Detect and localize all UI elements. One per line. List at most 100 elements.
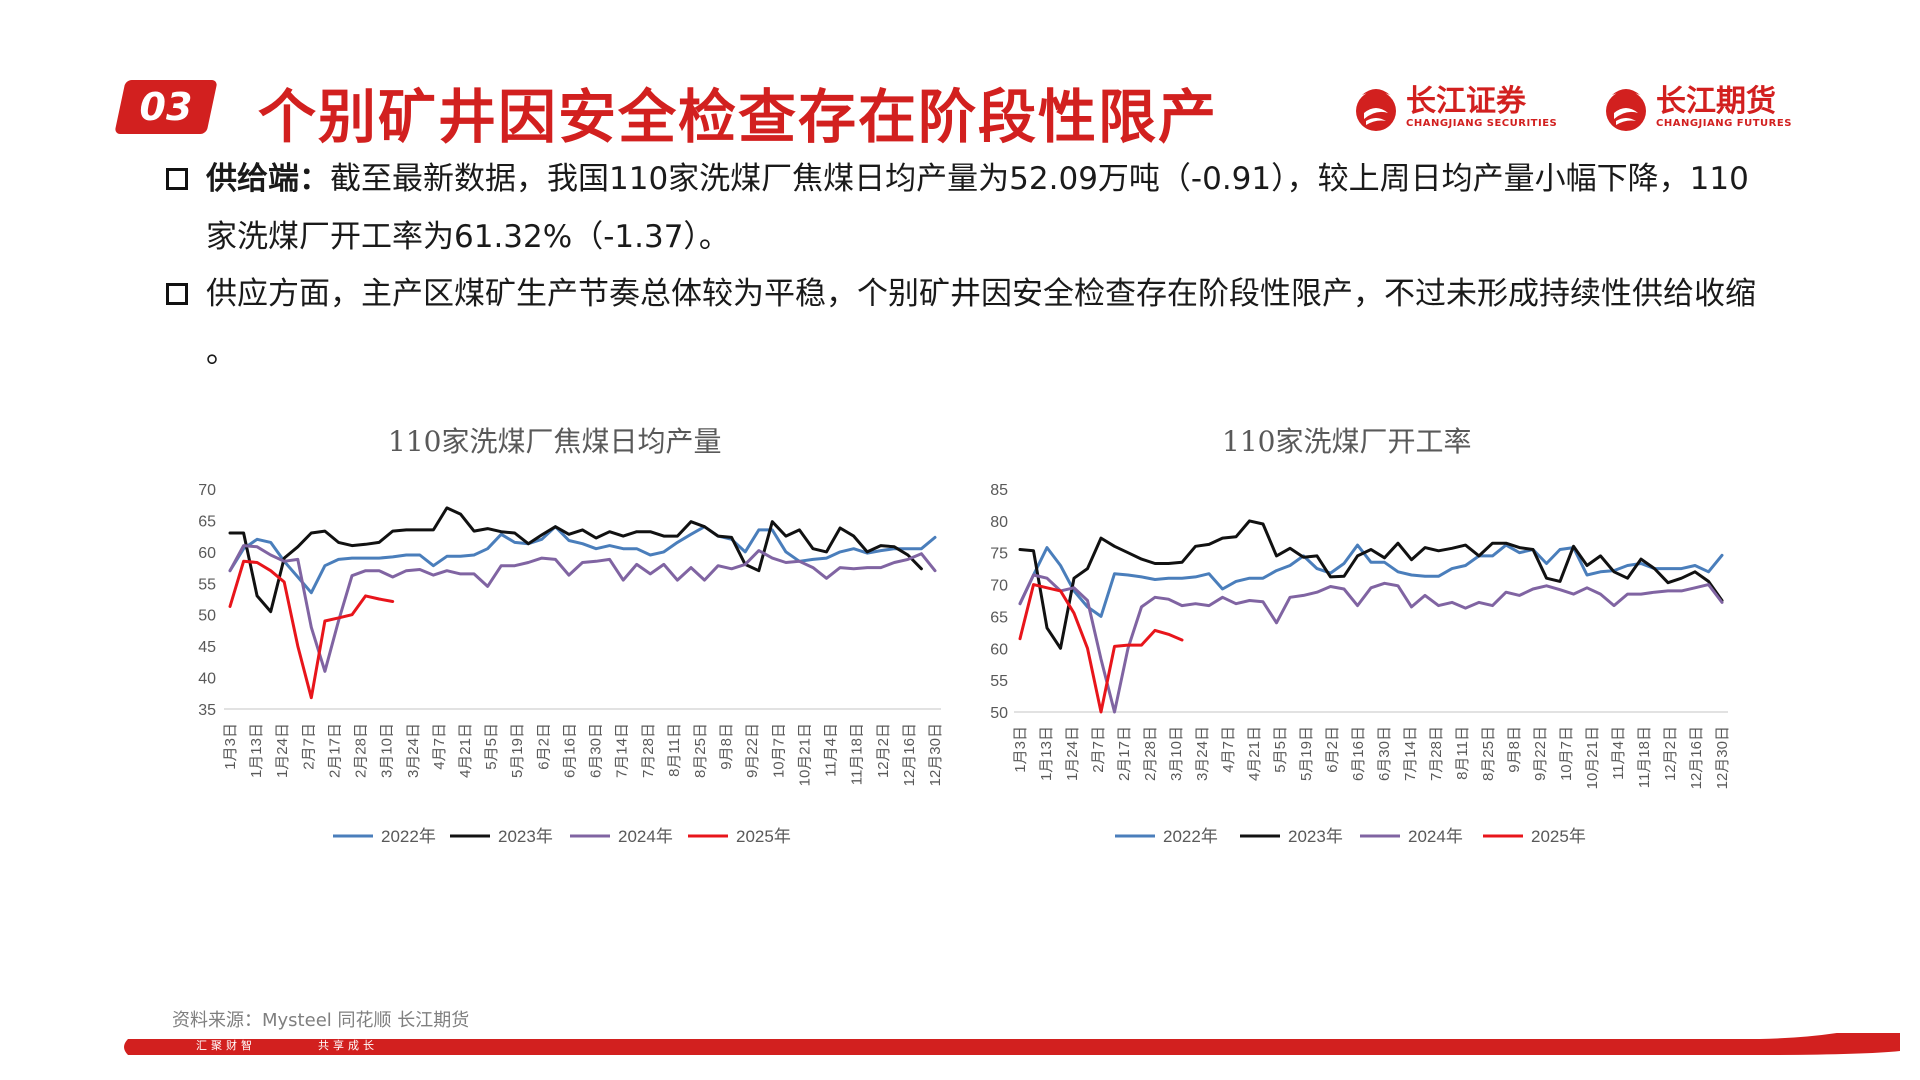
series-line-2023年 <box>1018 519 1724 650</box>
y-tick-label: 35 <box>198 702 216 719</box>
x-tick-label: 5月19日 <box>1298 726 1315 781</box>
changjiang-securities-logo: 长江证券 CHANGJIANG SECURITIES <box>1352 78 1557 136</box>
x-tick-label: 1月24日 <box>274 723 291 778</box>
y-tick-label: 40 <box>198 671 216 688</box>
bullet-supply: 供给端：截至最新数据，我国110家洗煤厂焦煤日均产量为52.09万吨（-0.91… <box>166 150 1826 266</box>
x-tick-label: 8月25日 <box>692 723 709 778</box>
logo-en: CHANGJIANG SECURITIES <box>1406 117 1558 129</box>
x-tick-label: 11月18日 <box>1636 726 1653 788</box>
y-tick-label: 80 <box>990 514 1008 531</box>
x-tick-label: 10月21日 <box>796 723 813 786</box>
y-tick-label: 85 <box>990 482 1008 499</box>
y-tick-label: 70 <box>990 578 1008 595</box>
x-tick-label: 5月19日 <box>509 723 526 778</box>
x-tick-label: 9月22日 <box>744 723 761 778</box>
x-tick-label: 1月13日 <box>1038 726 1055 781</box>
x-tick-label: 7月14日 <box>1402 726 1419 781</box>
logo-cn: 长江证券 <box>1406 83 1526 119</box>
slogan-right: 共享成长 <box>318 1039 378 1052</box>
bullet-square-icon <box>166 168 188 190</box>
legend-label: 2025年 <box>736 827 791 846</box>
x-tick-label: 2月17日 <box>326 723 343 778</box>
x-tick-label: 5月5日 <box>483 723 500 770</box>
y-tick-label: 55 <box>990 673 1008 690</box>
x-tick-label: 6月16日 <box>1350 726 1367 781</box>
x-tick-label: 1月13日 <box>248 723 265 778</box>
x-tick-label: 8月11日 <box>1454 726 1471 780</box>
x-tick-label: 8月11日 <box>666 723 683 777</box>
series-line-2024年 <box>1018 573 1724 714</box>
series-line-2025年 <box>228 559 395 700</box>
legend-label: 2024年 <box>618 827 673 846</box>
x-tick-label: 6月30日 <box>1376 726 1393 781</box>
x-tick-label: 7月14日 <box>614 723 631 778</box>
slogan-left: 汇聚财智 <box>196 1039 256 1052</box>
series-line-2022年 <box>1018 543 1724 618</box>
x-tick-label: 6月16日 <box>561 723 578 778</box>
x-tick-label: 1月3日 <box>1012 726 1029 773</box>
x-tick-label: 2月28日 <box>353 723 370 778</box>
x-tick-label: 11月4日 <box>1610 726 1627 780</box>
x-tick-label: 2月17日 <box>1116 726 1133 781</box>
y-tick-label: 65 <box>990 609 1008 626</box>
bullet-supply-detail: 供应方面，主产区煤矿生产节奏总体较为平稳，个别矿井因安全检查存在阶段性限产，不过… <box>166 265 1826 381</box>
series-line-2024年 <box>228 544 937 673</box>
section-number: 03 <box>139 85 193 129</box>
dragon-emblem-icon <box>1606 89 1646 131</box>
x-tick-label: 8月25日 <box>1480 726 1497 781</box>
x-tick-label: 10月7日 <box>1558 726 1575 781</box>
charts-canvas: 35 40 45 50 55 60 65 70 1月3日 1月13日 1月24日 2月7日 2月17日 2… <box>198 482 1731 846</box>
x-tick-label: 6月30日 <box>588 723 605 778</box>
x-tick-label: 4月7日 <box>1220 726 1237 773</box>
x-tick-label: 4月21日 <box>457 723 474 778</box>
footer-bar <box>124 1033 1900 1055</box>
changjiang-futures-logo: 长江期货 CHANGJIANG FUTURES <box>1602 78 1792 136</box>
x-tick-label: 2月28日 <box>1142 726 1159 781</box>
x-tick-label: 7月28日 <box>640 723 657 778</box>
x-tick-label: 4月21日 <box>1246 726 1263 781</box>
page-title: 个别矿井因安全检查存在阶段性限产 <box>258 83 1219 151</box>
x-tick-label: 11月4日 <box>823 723 840 777</box>
legend-label: 2022年 <box>381 827 436 846</box>
y-tick-label: 75 <box>990 546 1008 563</box>
source-note: 资料来源：Mysteel 同花顺 长江期货 <box>172 1010 470 1031</box>
x-tick-label: 1月24日 <box>1064 726 1081 781</box>
x-tick-label: 9月8日 <box>718 723 735 770</box>
x-tick-label: 3月24日 <box>1194 726 1211 781</box>
legend-label: 2023年 <box>1288 827 1343 846</box>
bullet-line-2: 家洗煤厂开工率为61.32%（-1.37）。 <box>206 219 730 255</box>
legend-label: 2022年 <box>1163 827 1218 846</box>
series-line-2022年 <box>228 525 937 595</box>
x-tick-label: 2月7日 <box>300 723 317 770</box>
x-tick-label: 6月2日 <box>535 723 552 770</box>
x-tick-label: 3月10日 <box>379 723 396 778</box>
x-tick-label: 3月10日 <box>1168 726 1185 781</box>
x-tick-label: 10月21日 <box>1584 726 1601 789</box>
y-tick-label: 45 <box>198 639 216 656</box>
logo-cn: 长江期货 <box>1656 83 1776 119</box>
x-tick-label: 1月3日 <box>222 723 239 770</box>
legend-label: 2024年 <box>1408 827 1463 846</box>
series-line-2025年 <box>1018 583 1184 714</box>
x-tick-label: 4月7日 <box>431 723 448 770</box>
y-tick-label: 60 <box>990 641 1008 658</box>
dragon-emblem-icon <box>1356 89 1396 131</box>
y-tick-label: 65 <box>198 513 216 530</box>
legend-label: 2023年 <box>498 827 553 846</box>
bullet-line: 供给端：截至最新数据，我国110家洗煤厂焦煤日均产量为52.09万吨（-0.91… <box>206 150 1826 208</box>
y-tick-label: 70 <box>198 482 216 499</box>
x-tick-label: 12月2日 <box>1662 726 1679 781</box>
x-tick-label: 10月7日 <box>770 723 787 778</box>
bullet-line-2: 。 <box>206 334 237 370</box>
y-tick-label: 50 <box>198 608 216 625</box>
y-tick-label: 50 <box>990 705 1008 722</box>
x-tick-label: 12月2日 <box>875 723 892 778</box>
bullet-text: 截至最新数据，我国110家洗煤厂焦煤日均产量为52.09万吨（-0.91），较上… <box>330 161 1749 197</box>
legend-label: 2025年 <box>1531 827 1586 846</box>
x-tick-label: 3月24日 <box>405 723 422 778</box>
x-tick-label: 7月28日 <box>1428 726 1445 781</box>
bullet-square-icon <box>166 283 188 305</box>
x-tick-label: 12月16日 <box>901 723 918 786</box>
chart-title-rate: 110家洗煤厂开工率 <box>1222 425 1472 458</box>
chart-title-output: 110家洗煤厂焦煤日均产量 <box>388 425 722 458</box>
